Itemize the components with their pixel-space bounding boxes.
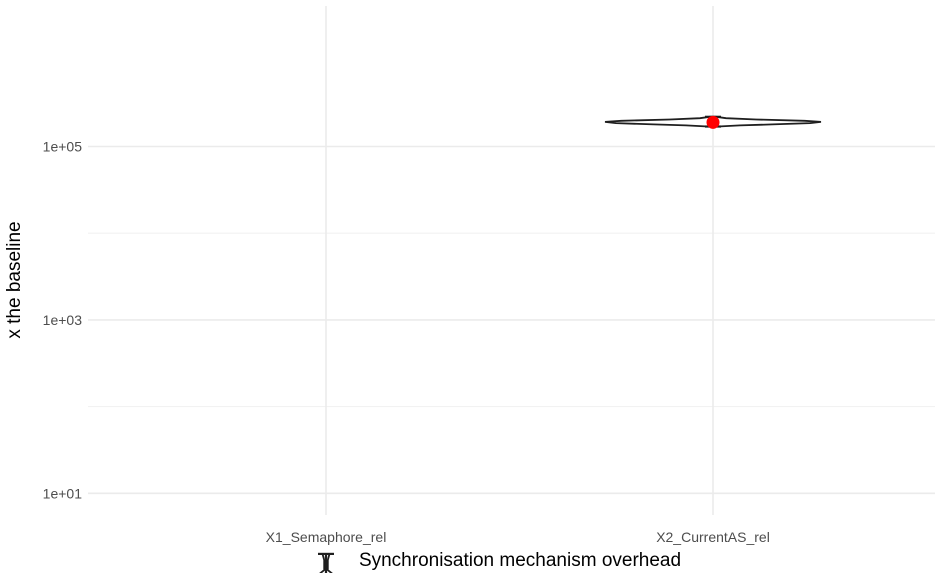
y-tick-label: 1e+01 xyxy=(43,485,83,501)
x-tick-label: X2_CurrentAS_rel xyxy=(656,529,770,545)
x-tick-labels: X1_Semaphore_rel X2_CurrentAS_rel xyxy=(266,529,770,545)
x-axis-title: Synchronisation mechanism overhead xyxy=(359,550,681,571)
mean-marker xyxy=(706,115,720,129)
y-tick-labels: 1e+01 1e+03 1e+05 xyxy=(43,139,83,502)
y-tick-label: 1e+05 xyxy=(43,139,83,155)
violin-layer xyxy=(185,115,822,578)
y-tick-label: 1e+03 xyxy=(43,312,83,328)
grid-layer xyxy=(88,6,935,515)
x-tick-label: X1_Semaphore_rel xyxy=(266,529,387,545)
y-axis-title: x the baseline xyxy=(4,221,25,338)
violin-2 xyxy=(604,115,822,129)
